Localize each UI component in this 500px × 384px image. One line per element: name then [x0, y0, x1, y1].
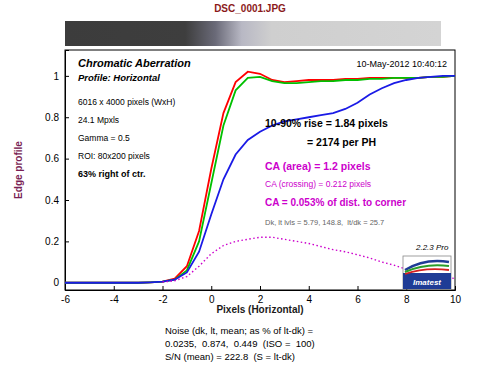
y-tick-mark — [65, 117, 69, 118]
panel-title: Chromatic Aberration — [78, 57, 191, 69]
info-text: 63% right of ctr. — [78, 169, 146, 179]
logo-text: Imatest — [413, 278, 441, 287]
y-tick-label: 0.4 — [45, 195, 59, 206]
x-axis: -6 -4 -2 0 2 4 6 8 10 — [61, 286, 461, 305]
y-tick-label: 0.8 — [45, 112, 59, 123]
x-axis-line — [66, 286, 456, 291]
x-tick-label: -6 — [61, 294, 70, 305]
rise-text: = 2174 per PH — [307, 136, 376, 148]
info-text: Gamma = 0.5 — [78, 133, 130, 143]
profile-label: Profile: Horizontal — [78, 72, 160, 83]
x-tick-mark — [358, 286, 359, 290]
x-tick: 2 — [258, 286, 264, 305]
levels-text: Dk, lt lvls = 5.79, 148.8, lt/dk = 25.7 — [265, 218, 384, 227]
edge-image — [65, 21, 441, 46]
x-tick: -4 — [110, 286, 119, 305]
x-tick-label: 8 — [404, 294, 410, 305]
y-tick: 0.6 — [45, 153, 69, 164]
x-tick-mark — [309, 286, 310, 290]
footer-text: Noise (dk, lt, mean; as % of lt-dk) = — [165, 325, 314, 336]
y-tick-mark — [65, 200, 69, 201]
edge-profile-line — [65, 72, 455, 283]
y-tick: 0.2 — [45, 236, 69, 247]
logo-band — [403, 273, 451, 289]
footer-text: 0.0235, 0.874, 0.449 (ISO = 100) — [165, 338, 315, 349]
x-tick-label: -4 — [110, 294, 119, 305]
y-tick-label: 1 — [53, 71, 59, 82]
x-tick: 10 — [450, 286, 462, 305]
x-tick: 6 — [355, 286, 361, 305]
x-tick-mark — [260, 286, 261, 290]
y-tick-label: 0.6 — [45, 153, 59, 164]
x-tick-label: 6 — [355, 294, 361, 305]
x-tick-mark — [455, 286, 456, 290]
x-tick-mark — [163, 286, 164, 290]
x-tick-label: 0 — [209, 294, 215, 305]
title: DSC_0001.JPG — [214, 3, 286, 14]
x-axis-title: Pixels (Horizontal) — [216, 304, 303, 315]
x-tick-label: -2 — [159, 294, 168, 305]
x-tick-label: 4 — [306, 294, 312, 305]
logo — [403, 256, 451, 289]
info-text: ROI: 80x200 pixels — [78, 151, 150, 161]
y-axis-line — [66, 51, 70, 291]
y-tick-mark — [65, 76, 69, 77]
logo-box — [403, 256, 451, 289]
ca-text: CA (crossing) = 0.212 pixels — [265, 179, 371, 189]
y-tick-label: 0.2 — [45, 236, 59, 247]
y-tick-mark — [65, 241, 69, 242]
info-text: 6016 x 4000 pixels (WxH) — [78, 97, 175, 107]
chart: DSC_0001.JPG -6 -4 -2 0 2 4 6 8 10 0 0.2 0.4 0.6 0.8 1 P… — [0, 0, 500, 384]
logo-swoosh — [405, 269, 449, 274]
edge-profile-line — [65, 76, 455, 283]
ca-text: CA (area) = 1.2 pixels — [265, 160, 371, 172]
y-tick: 0.8 — [45, 112, 69, 123]
y-tick-label: 0 — [53, 277, 59, 288]
x-tick: -2 — [159, 286, 168, 305]
y-axis: 0 0.2 0.4 0.6 0.8 1 — [45, 51, 69, 291]
plot-frame — [65, 50, 455, 290]
footer-text: S/N (mean) = 222.8 (S = lt-dk) — [165, 351, 295, 362]
rise-text: 10-90% rise = 1.84 pixels — [265, 117, 388, 129]
x-tick-mark — [114, 286, 115, 290]
y-axis-title: Edge profile — [13, 141, 24, 199]
x-tick: 0 — [209, 286, 215, 305]
ca-text: CA = 0.053% of dist. to corner — [265, 197, 406, 208]
x-tick-mark — [211, 286, 212, 290]
lines — [65, 72, 455, 283]
y-tick-mark — [65, 159, 69, 160]
edge-profile-line — [65, 76, 455, 283]
info-text: 24.1 Mpxls — [78, 115, 119, 125]
y-tick: 1 — [53, 71, 69, 82]
timestamp: 10-May-2012 10:40:12 — [356, 59, 447, 69]
x-tick-label: 10 — [450, 294, 462, 305]
version-text: 2.2.3 Pro — [415, 243, 449, 252]
x-tick: 4 — [306, 286, 312, 305]
y-tick: 0.4 — [45, 195, 69, 206]
